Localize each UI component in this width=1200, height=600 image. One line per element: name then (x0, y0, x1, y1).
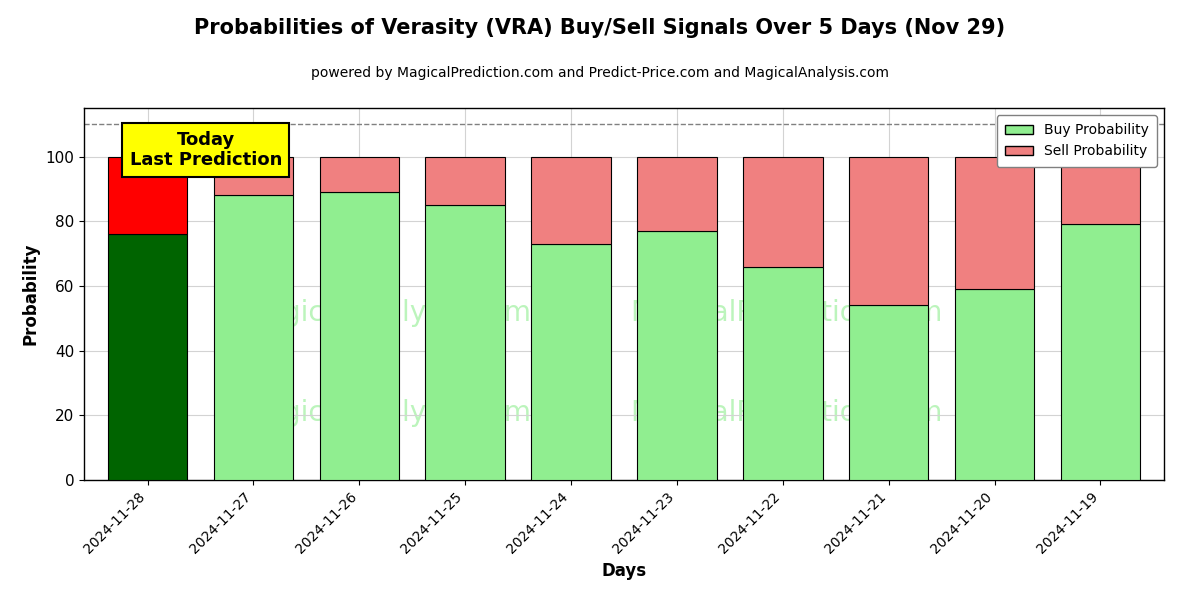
Text: Today
Last Prediction: Today Last Prediction (130, 131, 282, 169)
Bar (1061, 157, 1140, 224)
Bar (532, 157, 611, 244)
Bar (532, 244, 611, 480)
Legend: Buy Probability, Sell Probability: Buy Probability, Sell Probability (997, 115, 1157, 167)
Bar (743, 266, 822, 480)
Text: powered by MagicalPrediction.com and Predict-Price.com and MagicalAnalysis.com: powered by MagicalPrediction.com and Pre… (311, 66, 889, 80)
Text: MagicalPrediction.com: MagicalPrediction.com (630, 399, 942, 427)
Text: MagicalPrediction.com: MagicalPrediction.com (630, 299, 942, 326)
Bar (426, 157, 505, 205)
Bar (319, 192, 400, 480)
Bar (955, 289, 1034, 480)
Bar (743, 157, 822, 266)
Y-axis label: Probability: Probability (22, 243, 40, 345)
X-axis label: Days: Days (601, 562, 647, 580)
Bar (108, 234, 187, 480)
Bar (1061, 224, 1140, 480)
Bar (637, 157, 716, 231)
Bar (214, 157, 293, 196)
Bar (637, 231, 716, 480)
Text: Probabilities of Verasity (VRA) Buy/Sell Signals Over 5 Days (Nov 29): Probabilities of Verasity (VRA) Buy/Sell… (194, 18, 1006, 38)
Text: MagicalAnalysis.com: MagicalAnalysis.com (242, 299, 530, 326)
Bar (850, 157, 929, 305)
Bar (426, 205, 505, 480)
Text: MagicalAnalysis.com: MagicalAnalysis.com (242, 399, 530, 427)
Bar (108, 157, 187, 234)
Bar (214, 196, 293, 480)
Bar (319, 157, 400, 192)
Bar (955, 157, 1034, 289)
Bar (850, 305, 929, 480)
